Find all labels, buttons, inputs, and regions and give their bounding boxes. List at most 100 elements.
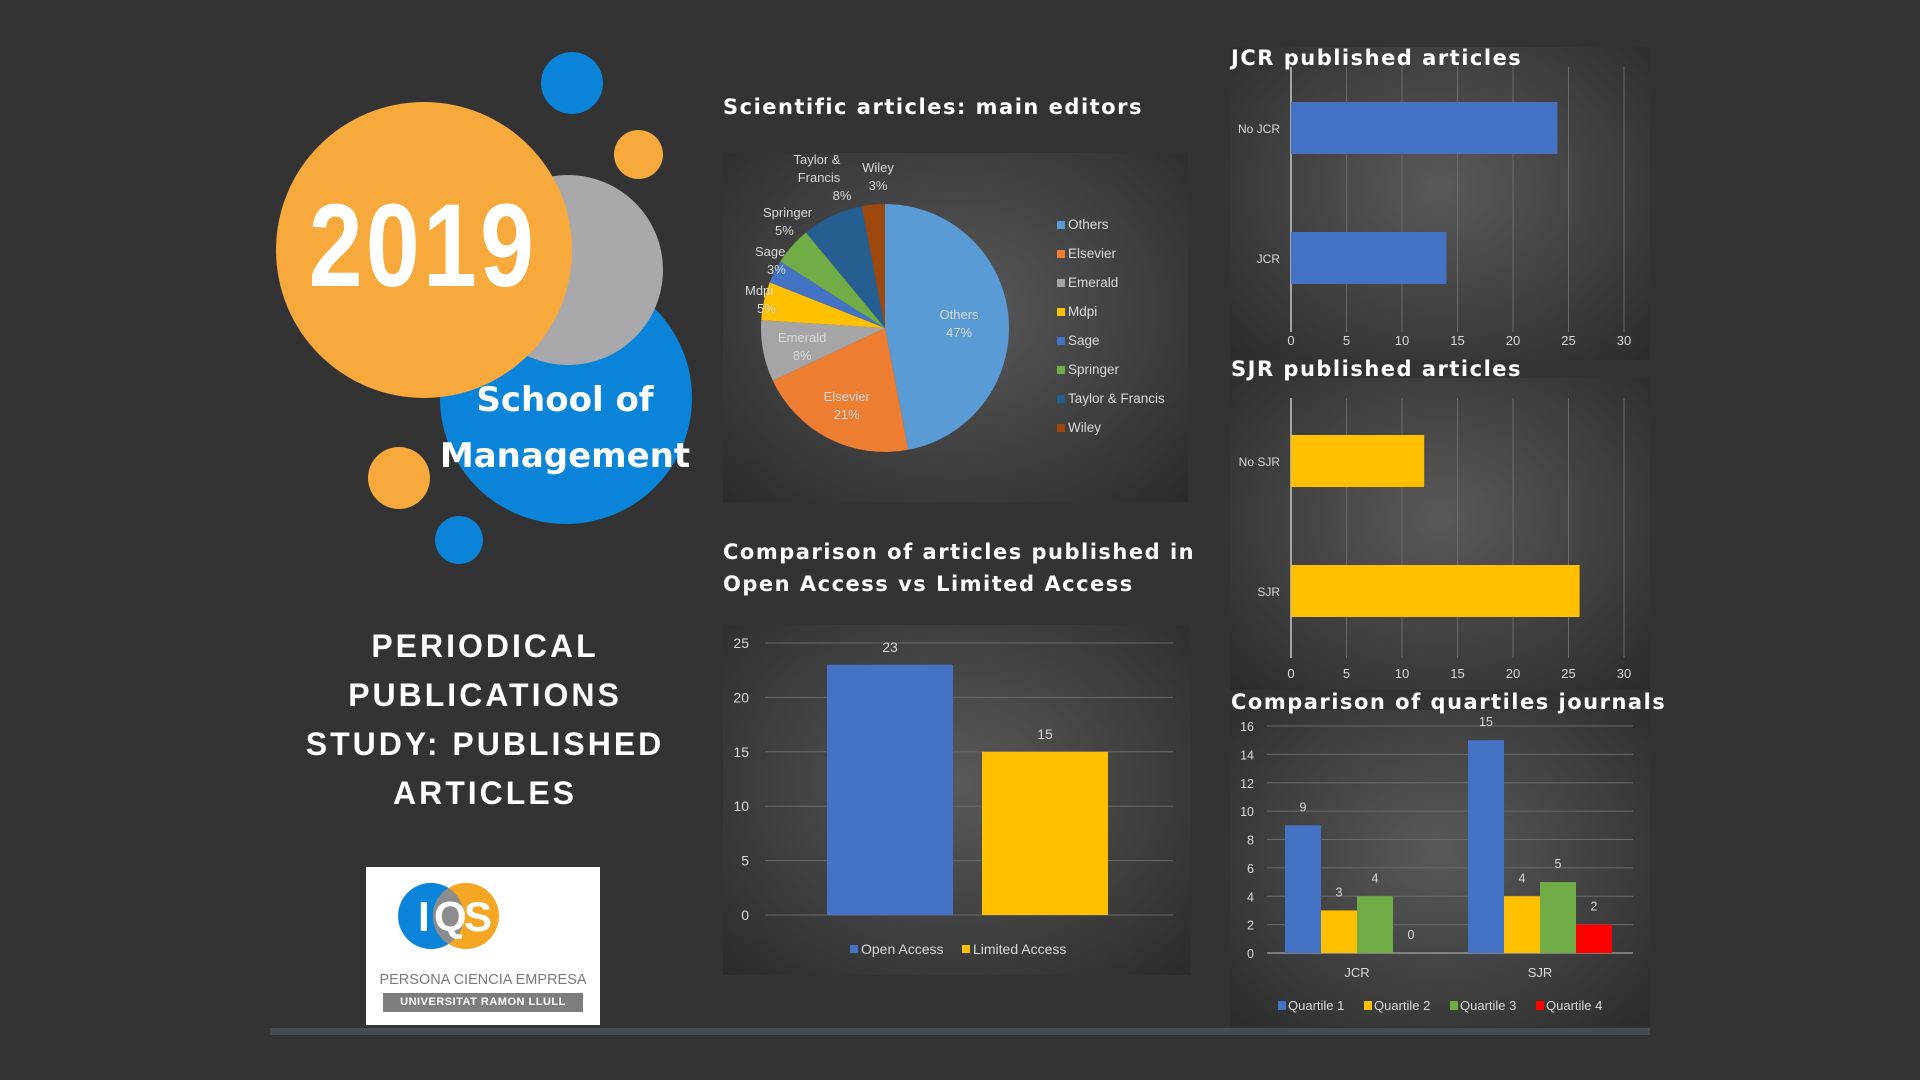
pie-slice-others [885, 204, 1009, 450]
y-category-label: No SJR [1239, 455, 1281, 469]
sjr-chart-panel: 0 5 10 15 20 25 30 No SJR SJR [1230, 378, 1650, 690]
poster-title-line: STUDY: PUBLISHED [305, 726, 665, 762]
school-line-2: Management [439, 436, 691, 476]
x-tick-label: 30 [1617, 666, 1631, 681]
legend-swatch [1057, 250, 1065, 258]
legend-swatch [850, 945, 858, 953]
pie-label: Taylor & [794, 153, 841, 167]
data-label: 15 [1479, 715, 1493, 729]
poster-title-line: ARTICLES [393, 775, 577, 811]
school-name: School of Management [430, 372, 700, 484]
bar-quartile-4-sjr [1576, 924, 1612, 953]
jcr-bar-chart: 0 5 10 15 20 25 30 No JCR JCR [1238, 67, 1631, 348]
x-tick-label: 15 [1450, 666, 1464, 681]
poster-title-line: PERIODICAL [371, 628, 599, 664]
data-label: 0 [1408, 928, 1415, 942]
access-title-line-1: Comparison of articles published in [723, 540, 1196, 564]
pie-slice-sage [769, 261, 885, 328]
pie-label: Francis [798, 170, 841, 185]
x-category-label: SJR [1528, 965, 1553, 980]
legend-swatch [1057, 424, 1065, 432]
school-line-1: School of [476, 380, 654, 420]
pie-pct-label: 5% [775, 223, 794, 238]
pie-chart: Others 47% Others Elsevier 21% Elsevier Emeral… [745, 152, 1165, 452]
legend-swatch [1057, 366, 1065, 374]
x-tick-label: 0 [1287, 333, 1294, 348]
data-label: 3 [1336, 885, 1343, 899]
y-category-label: JCR [1257, 252, 1281, 266]
pie-label: Elsevier [824, 389, 871, 404]
legend-label: Others [1068, 217, 1109, 232]
pie-label: Others [940, 307, 980, 322]
y-tick-label: 10 [1240, 805, 1254, 819]
pie-pct-label: 21% [834, 407, 860, 422]
access-title-line-2: Open Access vs Limited Access [723, 572, 1134, 596]
data-label: 15 [1037, 726, 1053, 742]
small-blue-circle-top [541, 52, 603, 114]
pie-slice-mdpi [761, 282, 885, 328]
pie-label: Mdpi [745, 283, 773, 298]
access-chart-title: Comparison of articles published in Open… [723, 536, 1195, 600]
pie-label: Sage [755, 244, 785, 259]
logo-tagline: PERSONA CIENCIA EMPRESA [379, 972, 587, 988]
legend-swatch [1057, 395, 1065, 403]
x-tick-label: 25 [1561, 666, 1575, 681]
bar-limited-access [982, 751, 1108, 915]
iqs-logo-mark: I Q S [398, 883, 499, 949]
legend-label: Emerald [1068, 275, 1118, 290]
pie-label: Emerald [778, 330, 826, 345]
x-tick-label: 0 [1287, 666, 1294, 681]
logo-letter-s: S [464, 893, 492, 940]
pie-pct-label: 5% [757, 301, 776, 316]
legend-label: Taylor & Francis [1068, 391, 1165, 406]
bar-quartile-1-jcr [1285, 825, 1321, 953]
pie-pct-label: 47% [946, 325, 972, 340]
x-tick-label: 5 [1343, 333, 1350, 348]
logo-university: UNIVERSITAT RAMON LLULL [383, 993, 583, 1012]
pie-slice-emerald [761, 320, 885, 381]
access-bar-chart: 0 5 10 15 20 25 23 15 Open Access Limited Access [733, 635, 1173, 957]
y-tick-label: 16 [1240, 720, 1254, 734]
pie-slice-taylor-francis [805, 206, 885, 328]
legend-label: Mdpi [1068, 304, 1097, 319]
legend-swatch [1536, 1001, 1544, 1010]
iqs-logo: I Q S PERSONA CIENCIA EMPRESA UNIVERSITA… [366, 867, 600, 1025]
data-label: 23 [882, 639, 898, 655]
data-label: 9 [1300, 800, 1307, 814]
legend-swatch [1057, 221, 1065, 229]
jcr-chart-title: JCR published articles [1231, 46, 1523, 70]
y-tick-label: 0 [741, 907, 749, 923]
y-tick-label: 10 [733, 798, 749, 814]
x-category-label: JCR [1344, 965, 1369, 980]
bottom-divider [270, 1028, 1650, 1035]
year-label: 2019 [308, 180, 538, 312]
pie-slice-elsevier [772, 328, 909, 452]
legend-label: Quartile 4 [1546, 998, 1602, 1013]
legend-swatch [1057, 308, 1065, 316]
poster-title: PERIODICAL PUBLICATIONS STUDY: PUBLISHED… [290, 622, 680, 818]
data-label: 4 [1519, 871, 1526, 885]
x-tick-label: 15 [1450, 333, 1464, 348]
bar-quartile-2-jcr [1321, 910, 1357, 953]
y-tick-label: 6 [1247, 862, 1254, 876]
data-label: 5 [1555, 857, 1562, 871]
y-tick-label: 2 [1247, 919, 1254, 933]
legend-label: Springer [1068, 362, 1120, 377]
pie-label: Wiley [862, 160, 894, 175]
x-tick-label: 30 [1617, 333, 1631, 348]
small-orange-circle-bottom [368, 447, 430, 509]
legend-label: Limited Access [973, 941, 1066, 957]
bar-quartile-3-sjr [1540, 882, 1576, 953]
sjr-chart-title: SJR published articles [1231, 357, 1523, 381]
pie-chart-title: Scientific articles: main editors [723, 95, 1143, 119]
sjr-bar-chart: 0 5 10 15 20 25 30 No SJR SJR [1239, 398, 1631, 681]
small-blue-circle-bottom [435, 516, 483, 564]
legend-swatch [1364, 1001, 1372, 1010]
quartile-chart-title: Comparison of quartiles journals [1231, 690, 1667, 714]
pie-pct-label: 3% [869, 178, 888, 193]
legend-swatch [962, 945, 970, 953]
data-label: 4 [1372, 871, 1379, 885]
jcr-chart-panel: 0 5 10 15 20 25 30 No JCR JCR [1230, 47, 1650, 360]
data-label: 2 [1591, 900, 1598, 914]
poster-title-line: PUBLICATIONS [348, 677, 622, 713]
